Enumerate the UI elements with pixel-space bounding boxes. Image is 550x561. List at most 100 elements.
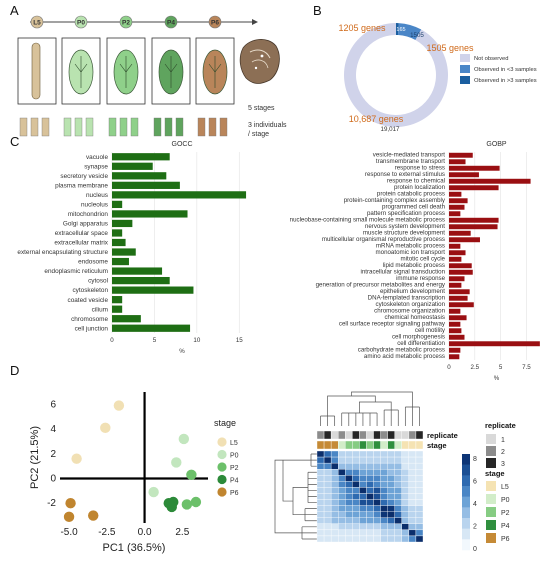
heatmap-cell — [415, 529, 424, 537]
pca-xtick-2: 0.0 — [138, 527, 152, 538]
heatmap-cell — [316, 469, 325, 476]
heatmap-cell — [352, 505, 360, 512]
individual-sample-p4-1 — [153, 117, 162, 137]
gobp-bar-18 — [449, 269, 473, 275]
stage-annotation-10 — [387, 440, 395, 450]
individual-sample-p4-2 — [164, 117, 173, 137]
heatmap-cell — [415, 487, 424, 494]
gobp-category-label-19: immune response — [396, 275, 446, 282]
heatmap-cell — [408, 529, 417, 537]
heatmap-cell — [316, 529, 325, 537]
pca-legend-key-p0 — [217, 449, 227, 460]
gocc-bar-8 — [112, 229, 123, 237]
heatmap-cell — [394, 529, 402, 537]
gobp-category-label-25: chemical homeostasis — [384, 314, 445, 321]
gobp-category-label-22: DNA-templated transcription — [368, 295, 446, 302]
heatmap-cell — [330, 456, 339, 464]
heatmap-cell — [352, 475, 360, 482]
heatmap-cell — [366, 505, 374, 512]
heatmap-cell — [359, 481, 367, 488]
replicate-annotation-6 — [359, 430, 367, 440]
gocc-category-label-11: endosome — [78, 259, 108, 266]
heatmap-cell — [394, 535, 402, 543]
gobp-xlabel: % — [494, 375, 500, 382]
heatmap-cell — [401, 487, 410, 494]
heatmap-cell — [408, 450, 417, 458]
heatmap-cell — [330, 493, 339, 500]
heatmap-cell — [373, 493, 381, 500]
gocc-bar-12 — [112, 267, 163, 275]
stage-legend-label-p0: P0 — [501, 497, 510, 504]
pca-point-p6-1 — [65, 498, 76, 509]
heatmap-cell — [330, 450, 339, 458]
pca-legend-key-p6 — [217, 487, 227, 497]
replicate-annotation-14 — [415, 430, 424, 440]
pca-ylabel: PC2 (21.5%) — [29, 426, 41, 489]
heatmap-cell — [408, 511, 417, 518]
heatmap-cell — [330, 523, 339, 531]
heatmap-cell — [401, 517, 410, 524]
gocc-tick-label-1: 5 — [153, 337, 157, 344]
heatmap-cell — [394, 505, 402, 512]
heatmap-cell — [408, 493, 417, 500]
pca-point-p2-2 — [190, 496, 202, 508]
gocc-category-label-3: plasma membrane — [55, 182, 108, 189]
gobp-category-label-3: response to external stimulus — [365, 171, 445, 178]
gobp-bar-12 — [449, 230, 471, 236]
donut-legend-key-1 — [460, 65, 470, 73]
heatmap-cell — [323, 462, 332, 470]
heatmap-cell — [345, 499, 353, 506]
heatmap-cell — [345, 469, 353, 476]
pca-point-p0-1 — [178, 433, 190, 445]
donut-slice-0 — [344, 23, 449, 128]
pca-xlabel: PC1 (36.5%) — [103, 542, 166, 554]
replicate-legend-key-2 — [486, 446, 496, 456]
pca-point-p0-3 — [148, 486, 159, 498]
stage-marker-p6 — [208, 15, 222, 29]
stage-annotation-2 — [330, 440, 339, 450]
gobp-category-label-29: cell differentiation — [397, 340, 445, 347]
stage-annotation-12 — [401, 440, 410, 450]
heatmap-cell — [373, 450, 381, 458]
heatmap-cell — [373, 499, 381, 506]
gobp-bar-30 — [449, 347, 461, 353]
heatmap-cell — [380, 505, 388, 512]
heatmap-cell — [338, 505, 346, 512]
heatmap-cell — [323, 517, 332, 524]
heatmap-cell — [330, 469, 339, 476]
gobp-category-label-16: mitotic cell cycle — [401, 256, 446, 263]
gocc-category-label-7: Golgi apparatus — [63, 221, 108, 228]
heatmap-cell — [373, 535, 381, 543]
stage-annotation-8 — [373, 440, 381, 450]
replicate-legend-key-1 — [486, 434, 496, 444]
individual-sample-l5-2 — [30, 117, 39, 137]
heatmap-cell — [352, 493, 360, 500]
stage-annotation-4 — [345, 440, 353, 450]
donut-legend-label-1: Observed in <3 samples — [474, 67, 537, 73]
individual-sample-l5-3 — [41, 117, 50, 137]
gobp-category-label-14: mRNA metabolic process — [376, 243, 445, 250]
heatmap-cell — [366, 523, 374, 531]
heatmap-cell — [352, 462, 360, 470]
gocc-bar-9 — [112, 238, 126, 247]
note-five-stages: 5 stages — [248, 105, 275, 112]
heatmap-scale-tick-0: 0 — [473, 546, 477, 553]
heatmap-cell — [330, 481, 339, 488]
gobp-category-label-13: multicellular organismal reproductive pr… — [322, 236, 445, 243]
heatmap-scale-tick-4: 8 — [473, 456, 477, 463]
gobp-tick-label-2: 5 — [499, 364, 503, 371]
gobp-category-label-7: protein-containing complex assembly — [344, 197, 446, 204]
replicate-annotation-11 — [394, 430, 403, 440]
gobp-bar-24 — [449, 308, 461, 314]
heatmap-cell — [415, 481, 424, 488]
heatmap-cell — [359, 499, 367, 506]
heatmap-cell — [394, 499, 402, 506]
heatmap-cell — [394, 475, 402, 482]
pca-xtick-0: -5.0 — [60, 527, 78, 538]
heatmap-cell — [366, 469, 374, 476]
heatmap-cell — [408, 469, 417, 476]
heatmap-cell — [387, 517, 395, 524]
panel-d-heatmap: replicatestagereplicate12302468stageL5P0… — [274, 391, 516, 553]
heatmap-cell — [345, 456, 353, 464]
